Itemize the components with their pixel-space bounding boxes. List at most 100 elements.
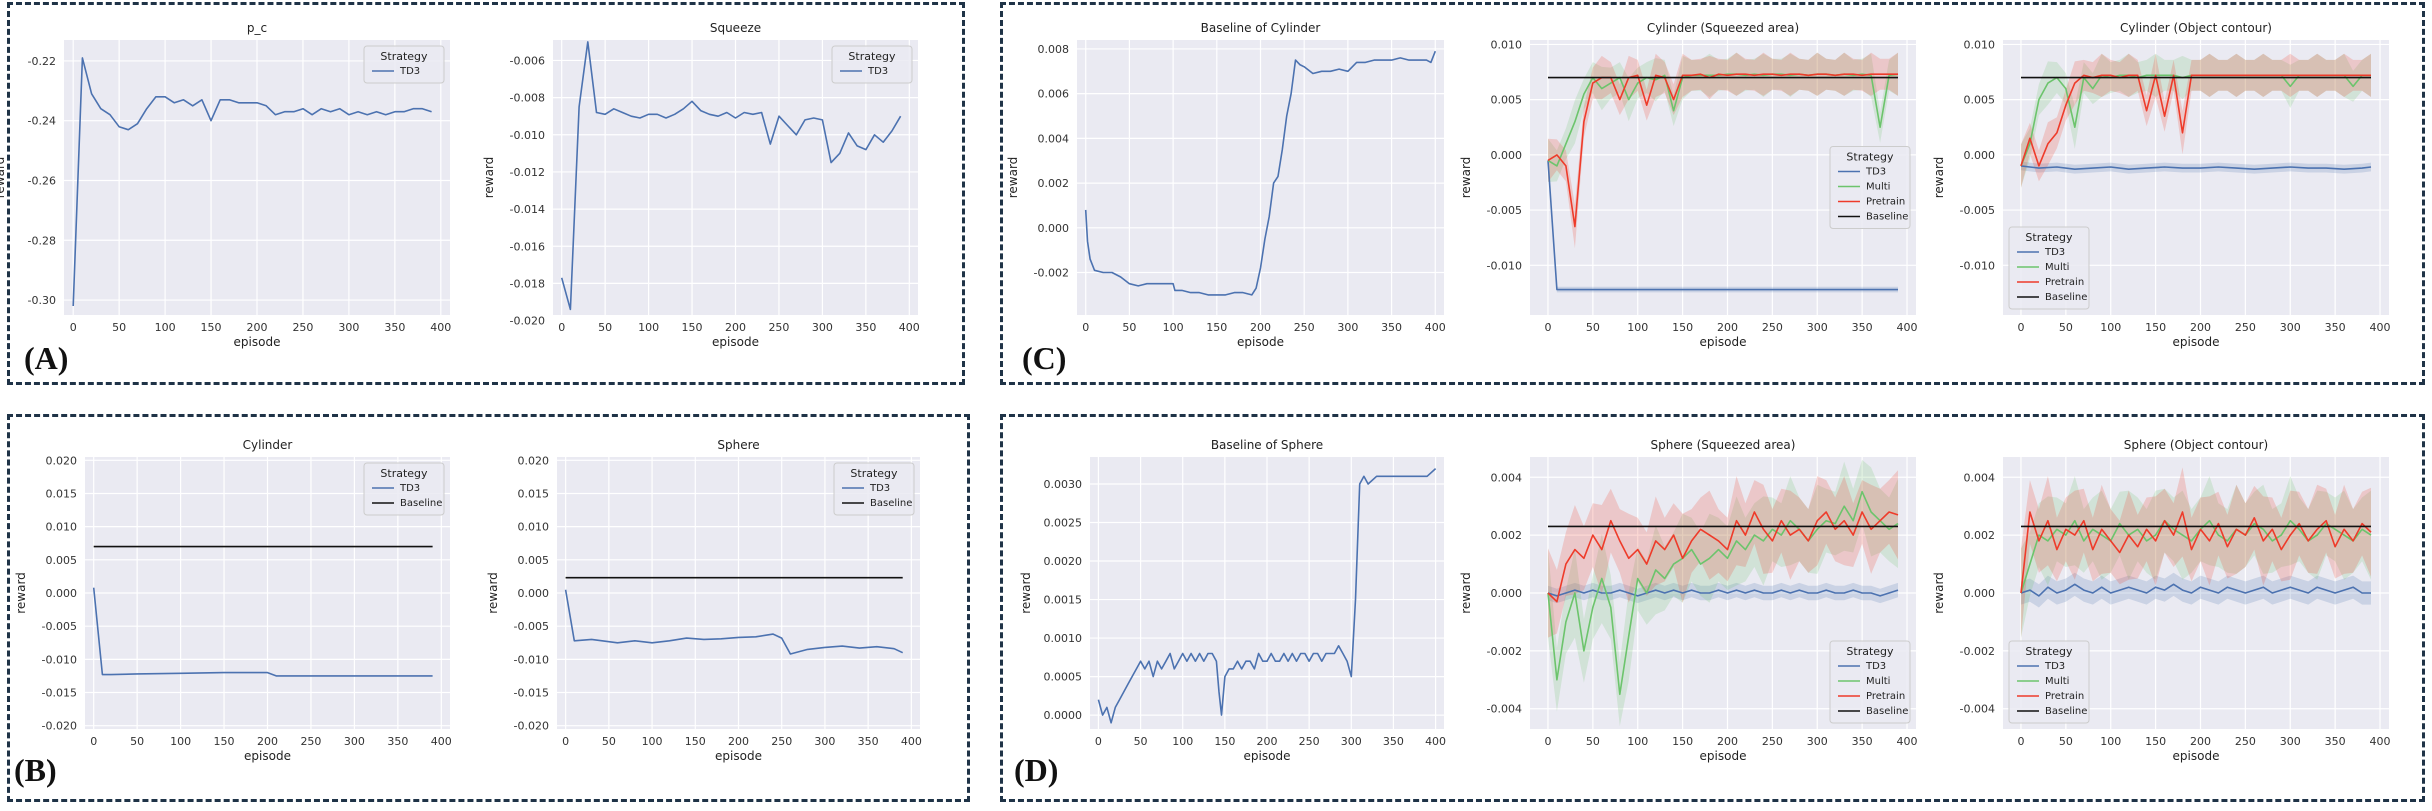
x-tick-label: 200 bbox=[257, 735, 278, 748]
x-tick-label: 50 bbox=[598, 321, 612, 334]
x-tick-label: 50 bbox=[130, 735, 144, 748]
legend-entry-td3: TD3 bbox=[869, 483, 890, 494]
x-tick-label: 350 bbox=[387, 735, 408, 748]
x-tick-label: 250 bbox=[300, 735, 321, 748]
x-tick-label: 0 bbox=[1095, 735, 1102, 748]
series-line-multi bbox=[2020, 519, 2372, 594]
legend-entry-td3: TD3 bbox=[2044, 661, 2065, 672]
y-tick-label: -0.010 bbox=[1960, 259, 1995, 272]
y-tick-label: 0.004 bbox=[1964, 471, 1996, 484]
series-group bbox=[72, 57, 432, 307]
confidence-band-multi bbox=[2021, 53, 2371, 188]
chart-title: Cylinder bbox=[243, 438, 293, 452]
y-tick-label: -0.002 bbox=[1960, 645, 1995, 658]
series-line-td3 bbox=[1097, 468, 1437, 724]
y-tick-label: 0.0000 bbox=[1044, 709, 1083, 722]
legend-title: Strategy bbox=[850, 467, 898, 480]
y-tick-label: 0.000 bbox=[1491, 149, 1523, 162]
x-axis-label: episode bbox=[1700, 749, 1747, 763]
legend-box bbox=[2008, 640, 2090, 724]
y-axis-label: reward bbox=[1932, 572, 1946, 614]
legend-entry-multi: Multi bbox=[1866, 676, 1890, 687]
legend-entry-multi: Multi bbox=[1866, 182, 1890, 193]
y-axis-label: reward bbox=[14, 572, 28, 614]
x-tick-label: 300 bbox=[1337, 321, 1358, 334]
y-tick-label: 0.006 bbox=[1038, 88, 1070, 101]
x-tick-label: 250 bbox=[1299, 735, 1320, 748]
panel-label-c: (C) bbox=[1022, 340, 1067, 376]
legend-entry-baseline: Baseline bbox=[1866, 212, 1908, 223]
x-tick-label: 350 bbox=[1852, 321, 1873, 334]
chart-cylOc: 0 50 100 150 200 250 300 350 400 -0.010 -0.005 0.00… bbox=[1932, 21, 2391, 349]
x-tick-label: 100 bbox=[170, 735, 191, 748]
x-tick-label: 300 bbox=[814, 735, 835, 748]
panel-label-b: (B) bbox=[14, 752, 57, 788]
x-tick-label: 50 bbox=[1586, 321, 1600, 334]
x-tick-label: 50 bbox=[1134, 735, 1148, 748]
legend-entry-multi: Multi bbox=[2045, 676, 2069, 687]
y-tick-label: 0.010 bbox=[518, 521, 550, 534]
y-axis-label: reward bbox=[1932, 157, 1946, 199]
y-tick-label: -0.005 bbox=[1487, 204, 1522, 217]
y-tick-label: -0.002 bbox=[1034, 267, 1069, 280]
x-tick-label: 200 bbox=[1257, 735, 1278, 748]
y-tick-label: -0.018 bbox=[510, 277, 545, 290]
legend: Strategy TD3 bbox=[363, 45, 445, 84]
legend-title: Strategy bbox=[380, 50, 428, 63]
series-line-multi bbox=[1547, 490, 1899, 696]
legend-title: Strategy bbox=[380, 467, 428, 480]
series-line-pretrain bbox=[2020, 511, 2372, 594]
y-tick-label: -0.006 bbox=[510, 54, 545, 67]
x-tick-label: 200 bbox=[247, 321, 268, 334]
y-tick-label: 0.0015 bbox=[1044, 594, 1083, 607]
series-line-td3 bbox=[2020, 583, 2371, 597]
y-tick-label: -0.010 bbox=[514, 653, 549, 666]
legend-entry-baseline: Baseline bbox=[2045, 706, 2087, 717]
series-group bbox=[1547, 52, 1899, 293]
y-tick-label: 0.000 bbox=[1964, 149, 1996, 162]
x-tick-label: 400 bbox=[1425, 321, 1446, 334]
y-tick-label: -0.004 bbox=[1960, 703, 1995, 716]
series-line-td3 bbox=[1547, 160, 1898, 291]
y-tick-label: 0.000 bbox=[518, 587, 550, 600]
x-tick-label: 100 bbox=[1627, 321, 1648, 334]
y-tick-label: -0.010 bbox=[42, 653, 77, 666]
legend-entry-td3: TD3 bbox=[2044, 247, 2065, 258]
x-tick-label: 100 bbox=[2100, 735, 2121, 748]
y-tick-label: 0.004 bbox=[1038, 132, 1070, 145]
x-tick-label: 0 bbox=[2017, 321, 2024, 334]
legend-entry-multi: Multi bbox=[2045, 262, 2069, 273]
series-group bbox=[1547, 459, 1899, 727]
y-tick-label: -0.008 bbox=[510, 92, 545, 105]
legend: Strategy TD3 Multi Pretrain Baseline bbox=[1829, 146, 1911, 229]
series-line-td3 bbox=[72, 57, 432, 307]
y-tick-label: -0.22 bbox=[28, 55, 56, 68]
x-axis-label: episode bbox=[1700, 335, 1747, 349]
panel-d-frame bbox=[1000, 414, 2425, 802]
legend-entry-td3: TD3 bbox=[399, 66, 420, 77]
y-tick-label: -0.005 bbox=[42, 620, 77, 633]
y-axis-label: reward bbox=[1006, 157, 1020, 199]
y-tick-label: 0.000 bbox=[46, 587, 78, 600]
y-tick-label: 0.004 bbox=[1491, 471, 1523, 484]
x-tick-label: 400 bbox=[430, 321, 451, 334]
x-tick-label: 300 bbox=[344, 735, 365, 748]
series-line-pretrain bbox=[1547, 511, 1899, 603]
y-tick-label: 0.002 bbox=[1038, 177, 1070, 190]
y-tick-label: -0.020 bbox=[42, 720, 77, 733]
y-tick-label: -0.004 bbox=[1487, 703, 1522, 716]
chart-title: Squeeze bbox=[710, 21, 761, 35]
x-tick-label: 400 bbox=[431, 735, 452, 748]
y-axis-label: reward bbox=[482, 157, 496, 199]
y-tick-label: 0.000 bbox=[1964, 587, 1996, 600]
x-tick-label: 50 bbox=[2059, 321, 2073, 334]
y-tick-label: -0.005 bbox=[514, 620, 549, 633]
x-tick-label: 200 bbox=[1250, 321, 1271, 334]
x-tick-label: 150 bbox=[1214, 735, 1235, 748]
y-tick-label: 0.000 bbox=[1491, 587, 1523, 600]
confidence-band-td3 bbox=[1548, 582, 1898, 604]
legend: Strategy TD3 bbox=[831, 45, 913, 84]
x-tick-label: 100 bbox=[642, 735, 663, 748]
panel-b-frame bbox=[7, 414, 970, 802]
x-tick-label: 0 bbox=[2017, 735, 2024, 748]
